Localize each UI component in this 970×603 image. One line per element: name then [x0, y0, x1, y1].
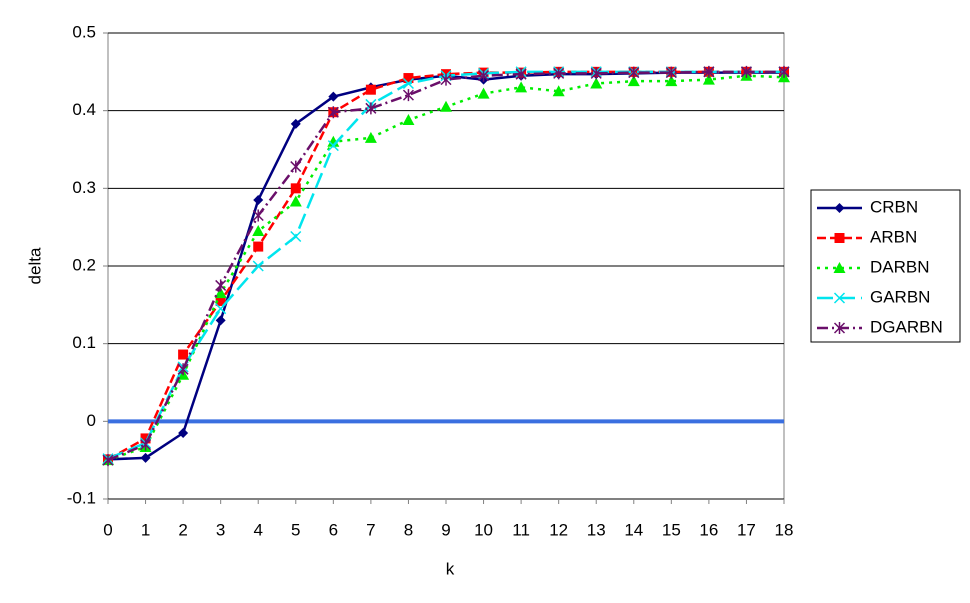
data-point	[402, 113, 415, 125]
legend-label: ARBN	[870, 227, 917, 246]
x-tick-label: 2	[178, 520, 187, 539]
legend-marker	[834, 203, 845, 213]
data-point	[327, 140, 339, 152]
data-point	[364, 131, 377, 143]
data-point	[590, 77, 603, 89]
data-point	[290, 230, 302, 243]
x-tick-label: 15	[662, 520, 681, 539]
data-point	[289, 195, 302, 207]
y-tick-label: 0.1	[72, 333, 96, 352]
data-point	[403, 73, 414, 84]
data-point	[478, 69, 490, 82]
y-tick-label: 0.4	[72, 100, 96, 119]
x-tick-label: 11	[512, 520, 530, 539]
data-point	[177, 363, 189, 376]
legend-marker	[834, 233, 845, 243]
legend-label: GARBN	[870, 287, 930, 306]
x-tick-label: 9	[441, 520, 450, 539]
data-point	[665, 66, 677, 79]
legend	[810, 189, 961, 343]
x-tick-label: 16	[699, 520, 718, 539]
data-point	[215, 295, 226, 306]
legend-label: DGARBN	[870, 317, 943, 336]
x-tick-label: 3	[216, 520, 225, 539]
data-point	[702, 73, 715, 85]
data-point	[665, 75, 678, 87]
x-tick-label: 6	[329, 520, 338, 539]
data-point	[102, 454, 114, 467]
data-point	[290, 183, 301, 194]
y-tick-label: 0.2	[72, 255, 96, 274]
data-point	[440, 73, 452, 86]
data-point	[590, 67, 602, 80]
x-tick-label: 12	[549, 520, 568, 539]
data-point	[253, 194, 264, 205]
data-point	[703, 65, 715, 78]
data-point	[515, 81, 528, 93]
y-tick-label: 0.3	[72, 178, 96, 197]
data-point	[252, 260, 264, 272]
data-point	[628, 66, 640, 79]
data-point	[365, 84, 376, 95]
x-tick-label: 7	[366, 520, 375, 539]
data-point	[365, 102, 377, 115]
data-point	[214, 287, 227, 299]
x-tick-label: 8	[404, 520, 413, 539]
data-point	[215, 315, 226, 326]
x-tick-label: 5	[291, 520, 300, 539]
data-point	[515, 68, 527, 81]
x-tick-label: 10	[474, 520, 493, 539]
legend-marker	[833, 262, 846, 273]
x-tick-label: 18	[775, 520, 794, 539]
data-point	[778, 65, 790, 78]
data-point	[627, 75, 640, 87]
data-point	[290, 118, 301, 129]
x-tick-label: 17	[737, 520, 756, 539]
data-point	[252, 225, 265, 237]
data-point	[290, 160, 302, 173]
legend-label: CRBN	[870, 197, 918, 216]
data-point	[178, 427, 189, 438]
y-tick-label: 0.5	[72, 22, 96, 41]
data-point	[215, 303, 227, 315]
x-tick-label: 13	[587, 520, 606, 539]
x-tick-label: 14	[624, 520, 643, 539]
data-point	[402, 77, 414, 90]
y-tick-label: -0.1	[67, 488, 96, 507]
data-point	[215, 279, 227, 292]
y-tick-label: 0	[87, 411, 96, 430]
data-point	[252, 209, 264, 222]
data-point	[740, 65, 752, 78]
data-point	[178, 349, 189, 360]
data-point	[140, 438, 152, 451]
data-point	[553, 67, 565, 80]
x-axis-title: k	[446, 559, 455, 578]
data-point	[140, 452, 151, 463]
x-tick-label: 1	[141, 520, 150, 539]
data-point	[140, 433, 151, 444]
x-tick-label: 4	[253, 520, 262, 539]
data-point	[327, 106, 339, 119]
data-point	[477, 87, 490, 99]
legend-marker	[833, 292, 846, 304]
x-tick-label: 0	[103, 520, 112, 539]
data-point	[552, 85, 565, 97]
data-point	[253, 241, 264, 252]
y-axis-title: delta	[25, 247, 44, 284]
data-point	[402, 89, 414, 102]
legend-marker	[833, 322, 846, 334]
data-point	[440, 100, 452, 112]
data-point	[328, 91, 339, 102]
legend-label: DARBN	[870, 257, 930, 276]
